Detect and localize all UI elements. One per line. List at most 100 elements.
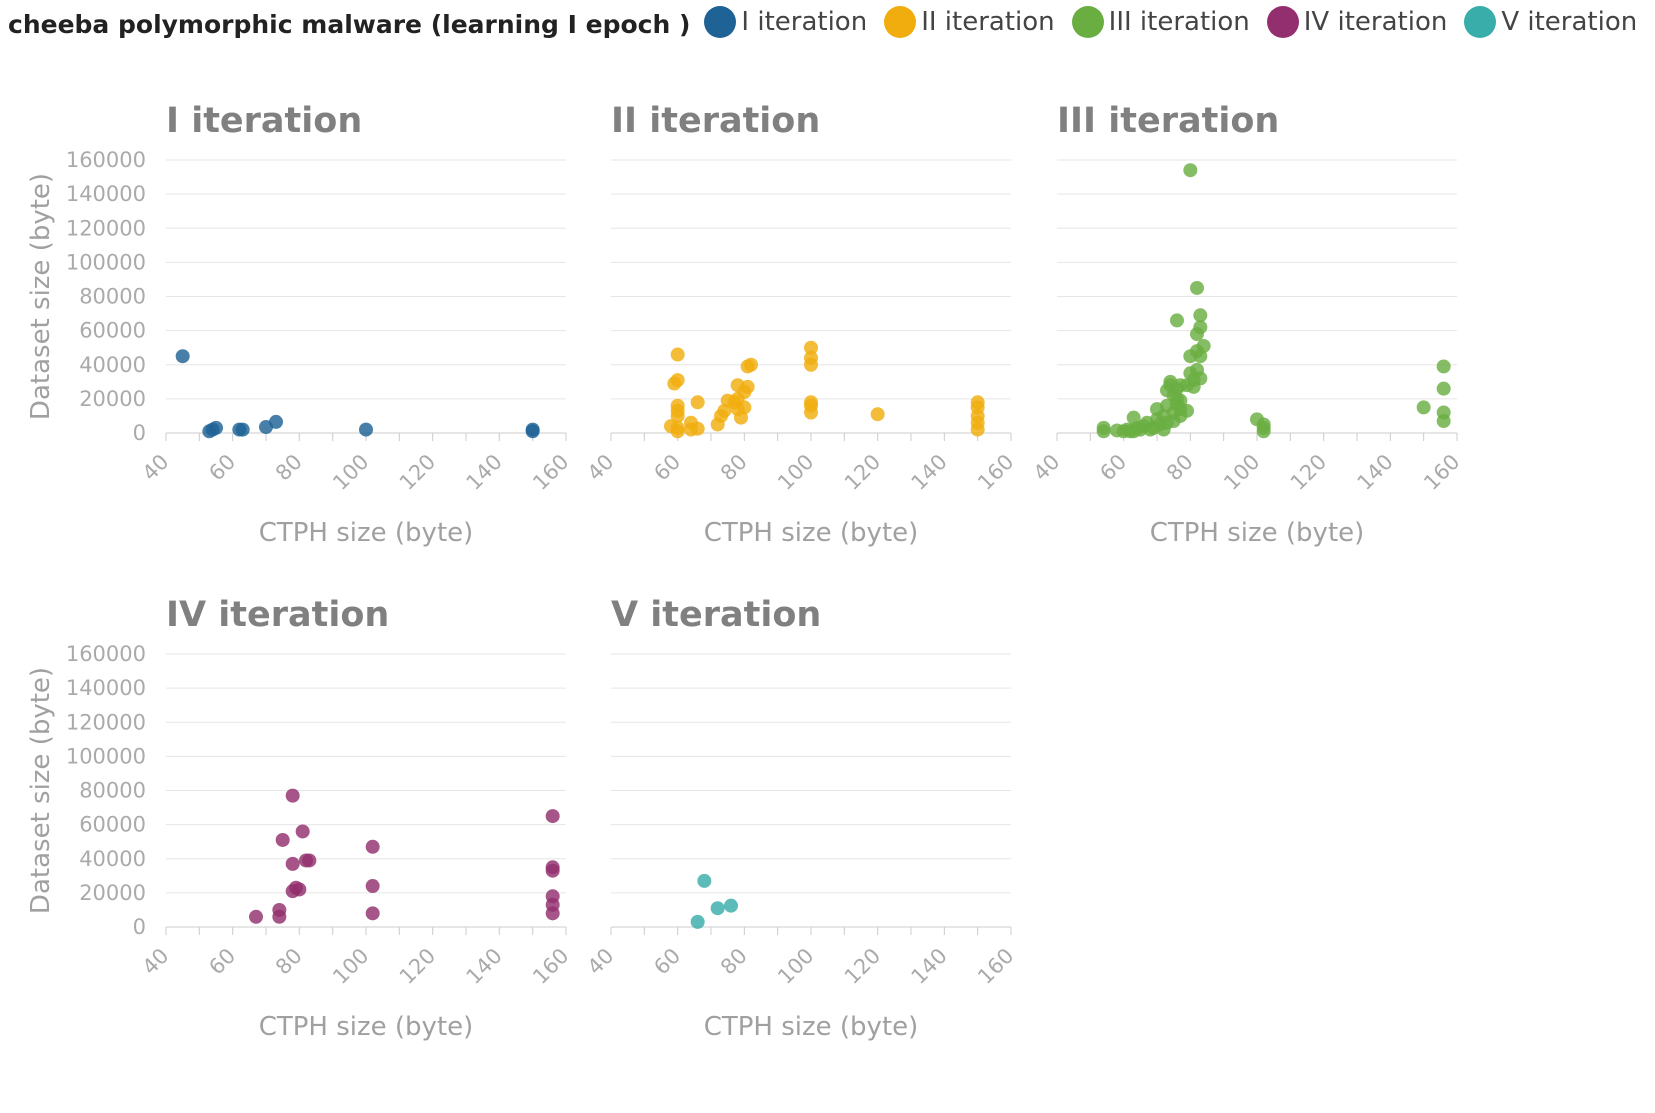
- x-tick-label: 160: [1419, 450, 1464, 495]
- x-axis-title: CTPH size (byte): [704, 1012, 919, 1042]
- y-tick-label: 80000: [79, 779, 146, 803]
- data-point: [249, 909, 263, 924]
- data-point: [670, 408, 685, 423]
- legend: I iteration II iteration III iteration IV i…: [704, 6, 1654, 42]
- y-tick-label: 100000: [66, 250, 146, 274]
- y-tick-label: 60000: [79, 319, 146, 343]
- x-tick-label: 120: [395, 450, 440, 495]
- data-point: [285, 856, 300, 871]
- data-point: [545, 863, 560, 878]
- legend-label: III iteration: [1108, 7, 1250, 37]
- y-tick-label: 0: [133, 915, 146, 939]
- x-tick-label: 80: [271, 944, 307, 980]
- x-tick-label: 120: [840, 944, 885, 989]
- legend-label: V iteration: [1501, 7, 1638, 37]
- x-tick-label: 100: [773, 944, 818, 989]
- x-tick-label: 60: [1095, 450, 1131, 486]
- data-point: [670, 347, 685, 362]
- y-tick-label: 0: [133, 421, 146, 445]
- legend-swatch: [1071, 6, 1104, 38]
- x-tick-label: 160: [528, 944, 573, 989]
- legend-item: IV iteration: [1266, 6, 1448, 38]
- y-tick-label: 120000: [66, 216, 146, 240]
- x-tick-label: 80: [271, 450, 307, 486]
- legend-item: I iteration: [704, 6, 867, 38]
- y-tick-label: 80000: [79, 285, 146, 309]
- panel-title: I iteration: [166, 101, 362, 141]
- figure-header: cheeba polymorphic malware (learning I e…: [8, 4, 1654, 44]
- data-point: [359, 422, 373, 437]
- x-tick-label: 80: [716, 944, 752, 980]
- x-tick-label: 140: [462, 450, 507, 495]
- data-point: [690, 914, 705, 929]
- x-tick-label: 40: [138, 450, 174, 486]
- y-tick-label: 20000: [79, 387, 146, 411]
- panel: III iteration 40 60 80 100 120 140 160 CTPH size…: [1029, 101, 1465, 548]
- data-point: [275, 832, 290, 847]
- y-tick-label: 100000: [66, 744, 146, 768]
- x-tick-label: 140: [907, 450, 952, 495]
- data-point: [209, 420, 223, 435]
- data-point: [269, 414, 283, 429]
- data-point: [1193, 308, 1208, 323]
- data-point: [744, 357, 758, 372]
- x-tick-label: 100: [773, 450, 818, 495]
- data-point: [1436, 414, 1451, 429]
- y-tick-label: 140000: [66, 182, 146, 206]
- y-axis-title: Dataset size (byte): [26, 667, 56, 914]
- x-tick-label: 100: [328, 944, 373, 989]
- y-tick-label: 20000: [79, 881, 146, 905]
- x-tick-label: 140: [1353, 450, 1398, 495]
- x-axis-title: CTPH size (byte): [259, 1012, 474, 1042]
- data-point: [667, 376, 682, 391]
- data-point: [737, 400, 752, 415]
- x-tick-label: 40: [1029, 450, 1065, 486]
- legend-item: V iteration: [1464, 6, 1637, 38]
- figure-title: cheeba polymorphic malware (learning I e…: [8, 9, 691, 39]
- panel-title: IV iteration: [166, 595, 389, 635]
- data-point: [1170, 313, 1184, 328]
- data-point: [1193, 320, 1208, 335]
- x-tick-label: 100: [1219, 450, 1264, 495]
- data-point: [1193, 371, 1208, 386]
- data-point: [1096, 424, 1111, 439]
- data-point: [365, 839, 380, 854]
- data-point: [690, 395, 705, 410]
- data-point: [302, 853, 317, 868]
- y-tick-label: 160000: [66, 642, 146, 666]
- y-tick-label: 120000: [66, 710, 146, 734]
- data-point: [740, 379, 755, 394]
- x-tick-label: 140: [907, 944, 952, 989]
- data-point: [285, 788, 300, 803]
- data-point: [710, 901, 725, 916]
- x-tick-label: 100: [328, 450, 373, 495]
- panel: I iteration 0 20000 40000 60000 80000 100000 12…: [26, 101, 574, 548]
- data-point: [697, 873, 712, 888]
- y-tick-label: 40000: [79, 353, 146, 377]
- data-point: [292, 882, 307, 897]
- x-tick-label: 80: [1162, 450, 1198, 486]
- data-point: [804, 357, 818, 372]
- data-point: [175, 349, 190, 364]
- x-tick-label: 40: [583, 450, 619, 486]
- y-tick-label: 160000: [66, 148, 146, 172]
- x-tick-label: 80: [716, 450, 752, 486]
- data-point: [1256, 424, 1271, 439]
- y-axis-title: Dataset size (byte): [26, 173, 56, 420]
- data-point: [1436, 359, 1451, 374]
- legend-label: II iteration: [921, 7, 1055, 37]
- data-point: [365, 906, 380, 921]
- x-axis-title: CTPH size (byte): [259, 518, 474, 548]
- x-tick-label: 160: [973, 450, 1018, 495]
- legend-item: III iteration: [1071, 6, 1250, 38]
- y-tick-label: 40000: [79, 847, 146, 871]
- panel: V iteration 40 60 80 100 120 140 160 CTPH size (…: [583, 595, 1019, 1042]
- legend-label: I iteration: [741, 7, 868, 37]
- data-point: [690, 421, 705, 436]
- data-point: [365, 879, 380, 894]
- panel-title: V iteration: [611, 595, 821, 635]
- legend-label: IV iteration: [1303, 7, 1448, 37]
- data-point: [1190, 280, 1204, 295]
- x-tick-label: 160: [973, 944, 1018, 989]
